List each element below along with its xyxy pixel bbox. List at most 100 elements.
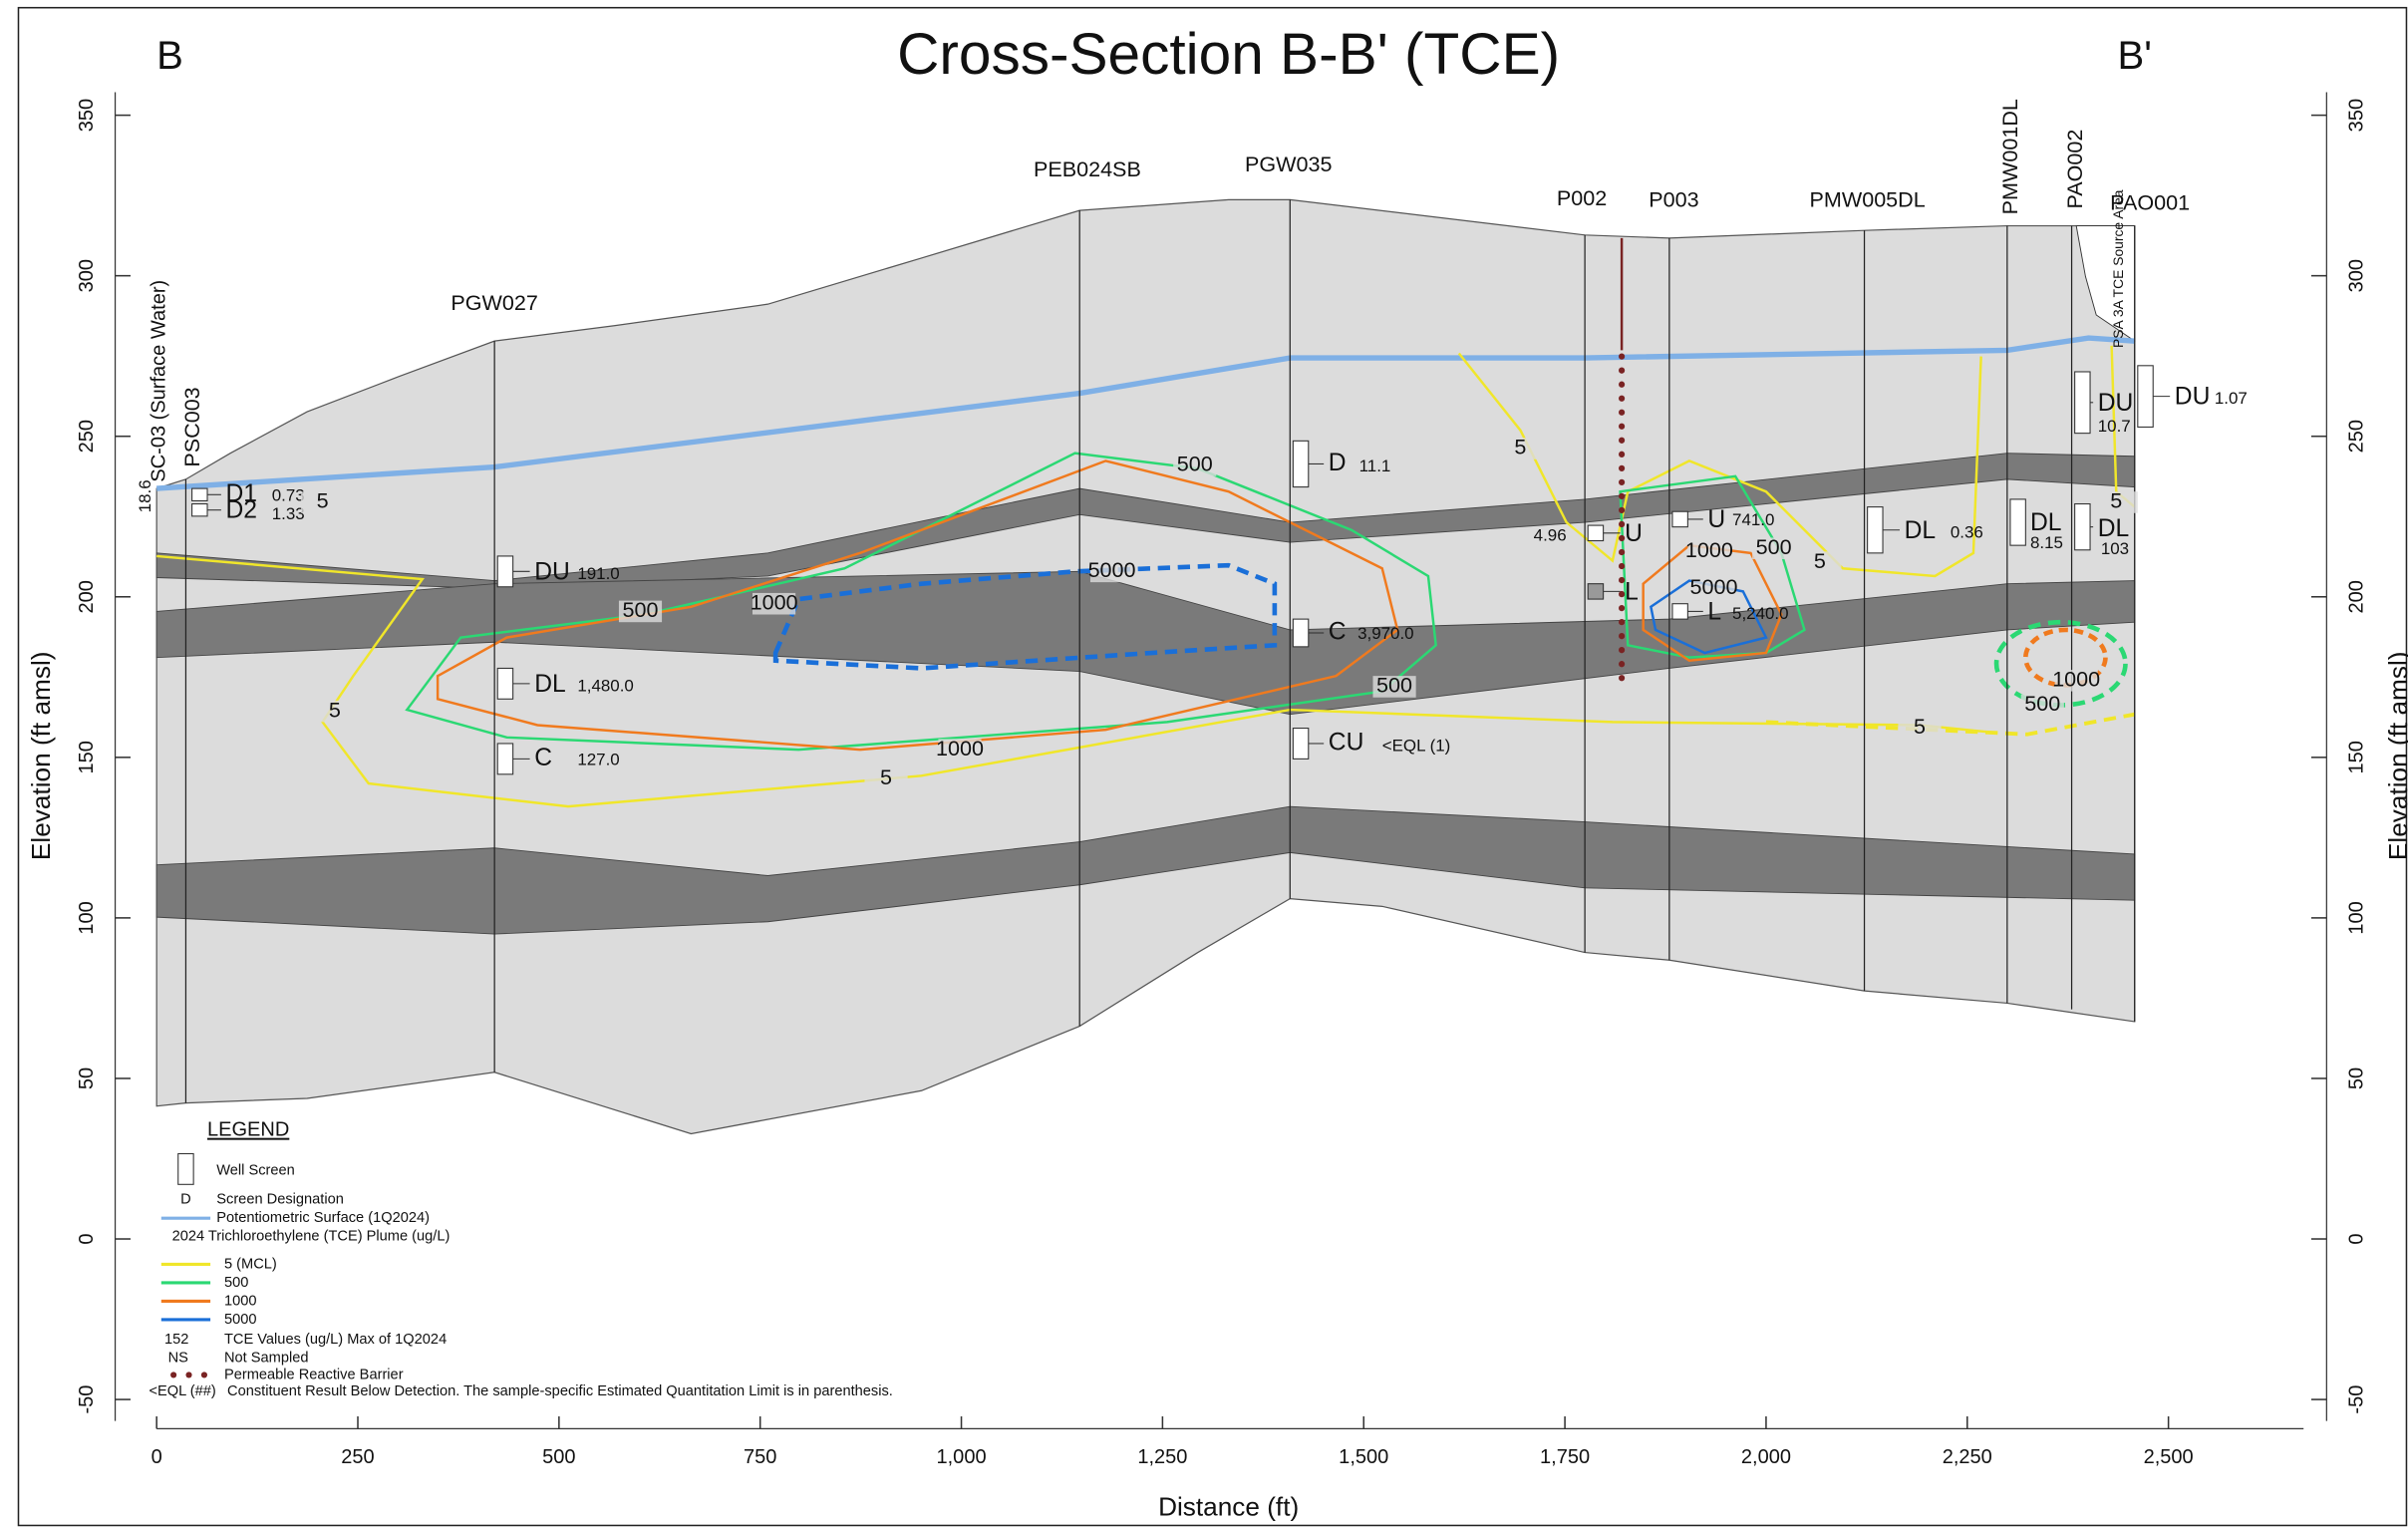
legend-label: Constituent Result Below Detection. The … bbox=[227, 1383, 893, 1399]
legend-label: TCE Values (ug/L) Max of 1Q2024 bbox=[224, 1332, 447, 1348]
well-screen bbox=[1587, 583, 1605, 600]
contour-label: 5 bbox=[880, 764, 892, 789]
contour-label: 1000 bbox=[751, 589, 798, 614]
x-tick-label: 250 bbox=[341, 1446, 374, 1468]
well-label: PMW001DL bbox=[1997, 99, 2022, 214]
x-tick-label: 1,000 bbox=[937, 1446, 987, 1468]
well-label: PAO002 bbox=[2062, 130, 2087, 209]
well-screen bbox=[1292, 618, 1310, 648]
tce-value: 11.1 bbox=[1359, 457, 1391, 475]
well-label: PGW035 bbox=[1245, 152, 1332, 176]
well-screen bbox=[2009, 498, 2026, 546]
screen-designation: DL bbox=[2030, 509, 2061, 536]
legend-label: Not Sampled bbox=[224, 1350, 309, 1366]
contour-label: 500 bbox=[1756, 534, 1792, 559]
tce-value: 1.33 bbox=[272, 504, 305, 523]
screen-designation: CU bbox=[1329, 729, 1364, 756]
legend-swatch bbox=[200, 1372, 208, 1378]
y2-tick-label: 50 bbox=[2345, 1068, 2367, 1089]
title: Cross-Section B-B' (TCE) bbox=[897, 22, 1560, 87]
screen-designation: D2 bbox=[226, 497, 257, 524]
legend-label: 5000 bbox=[224, 1312, 257, 1328]
tce-value: 127.0 bbox=[577, 750, 619, 768]
well-label: PEB024SB bbox=[1034, 156, 1141, 181]
screen-designation: DL bbox=[534, 671, 565, 698]
contour-label: 5000 bbox=[1088, 557, 1136, 582]
tce-value: 8.15 bbox=[2030, 533, 2063, 552]
source-area-label: PSA 3A TCE Source Area bbox=[2110, 189, 2126, 348]
contour-1000 bbox=[436, 459, 1399, 752]
screen-designation: DL bbox=[1905, 517, 1936, 544]
well-screen bbox=[2074, 502, 2091, 551]
tce-value: 1.07 bbox=[2215, 389, 2248, 408]
contour-label-bg bbox=[1372, 676, 1416, 698]
well-screen bbox=[1671, 510, 1688, 528]
y2-tick-label: 200 bbox=[2345, 580, 2367, 613]
contour-label: 5 bbox=[1514, 435, 1526, 459]
contour-label-bg bbox=[618, 600, 663, 623]
contour-5 bbox=[1457, 352, 1982, 578]
legend-label: Potentiometric Surface (1Q2024) bbox=[216, 1210, 430, 1226]
well-label: PMW005DL bbox=[1810, 187, 1926, 212]
contour-label: 1000 bbox=[2052, 666, 2100, 691]
source-area bbox=[2075, 225, 2136, 343]
well-label: PGW027 bbox=[451, 290, 537, 315]
legend-label: Permeable Reactive Barrier bbox=[224, 1367, 404, 1382]
tce-value: <EQL (1) bbox=[1382, 737, 1451, 756]
screen-designation: L bbox=[1625, 578, 1639, 605]
well-screen bbox=[1671, 603, 1688, 620]
well-screen bbox=[1292, 440, 1310, 488]
y2-tick-label: 150 bbox=[2345, 741, 2367, 773]
well-label: P002 bbox=[1557, 185, 1607, 210]
y2-tick-label: -50 bbox=[2345, 1385, 2367, 1414]
y2-tick-label: 0 bbox=[2345, 1233, 2367, 1244]
well-label: P003 bbox=[1649, 187, 1698, 212]
contour-label-bg bbox=[864, 767, 908, 790]
well-label: PSC003 bbox=[179, 387, 204, 466]
contour-label-bg bbox=[1691, 577, 1736, 600]
well-screen bbox=[496, 555, 514, 588]
screen-designation: DU bbox=[2175, 384, 2211, 411]
contour-label: 5 bbox=[329, 697, 341, 722]
contour-label-bg bbox=[2054, 669, 2098, 692]
x-axis-label: Distance (ft) bbox=[1158, 1491, 1299, 1521]
y2-tick-label: 100 bbox=[2345, 901, 2367, 934]
y2-axis-label: Elevation (ft amsl) bbox=[2383, 651, 2408, 860]
legend-title: LEGEND bbox=[207, 1119, 289, 1141]
tce-value: 0.36 bbox=[1951, 522, 1983, 541]
contour-label-bg bbox=[752, 592, 796, 615]
tce-value: 3,970.0 bbox=[1357, 624, 1414, 643]
contour-5000 bbox=[1650, 579, 1768, 655]
x-tick-label: 750 bbox=[744, 1446, 776, 1468]
well-screen bbox=[2074, 371, 2091, 435]
y-tick-label: 250 bbox=[76, 420, 98, 453]
well-screen bbox=[191, 502, 208, 517]
surface-water-value: 18.6 bbox=[136, 479, 154, 512]
legend-label: Well Screen bbox=[216, 1162, 295, 1178]
y2-tick-label: 250 bbox=[2345, 420, 2367, 453]
well-screen bbox=[1292, 728, 1310, 760]
screen-designation: C bbox=[534, 745, 552, 771]
y-tick-label: 150 bbox=[76, 741, 98, 773]
well-screen bbox=[496, 743, 514, 775]
tce-value: 5,240.0 bbox=[1732, 604, 1789, 623]
legend-label: 500 bbox=[224, 1275, 248, 1291]
contour-5 bbox=[156, 554, 1997, 808]
x-tick-label: 2,250 bbox=[1943, 1446, 1992, 1468]
contour-label-bg bbox=[2020, 694, 2064, 717]
tce-value: 0.73 bbox=[272, 485, 305, 504]
contour-label-bg bbox=[301, 491, 345, 513]
y-tick-label: 0 bbox=[76, 1233, 98, 1244]
contour-label: 500 bbox=[623, 597, 659, 622]
legend-label: 2024 Trichloroethylene (TCE) Plume (ug/L… bbox=[172, 1229, 451, 1245]
y-tick-label: 100 bbox=[76, 901, 98, 934]
y-tick-label: 350 bbox=[76, 99, 98, 132]
contour-label-bg bbox=[1798, 551, 1842, 573]
legend-swatch bbox=[177, 1152, 194, 1185]
x-tick-label: 500 bbox=[542, 1446, 575, 1468]
contour-label: 5 bbox=[317, 488, 329, 513]
screen-designation: U bbox=[1707, 506, 1725, 533]
frame bbox=[17, 6, 2408, 1527]
well-screen bbox=[1587, 524, 1605, 542]
